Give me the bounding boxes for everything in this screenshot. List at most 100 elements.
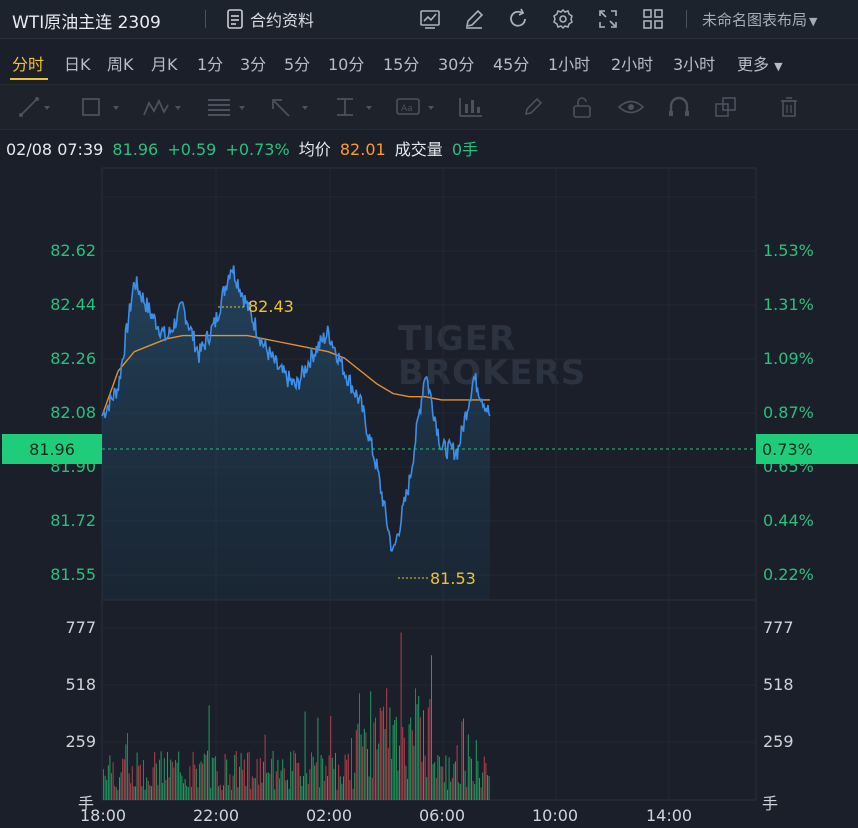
- volume-bar: [258, 784, 260, 800]
- trash-icon[interactable]: [778, 95, 800, 119]
- pen-tool-icon[interactable]: [522, 95, 546, 119]
- volume-bar: [232, 775, 234, 800]
- volume-bar: [378, 743, 380, 800]
- period-tab-intraday[interactable]: 分时: [12, 55, 45, 74]
- period-tab-30m[interactable]: 30分: [438, 55, 475, 74]
- volume-bar: [259, 758, 261, 800]
- wave-tool-icon[interactable]: [142, 95, 182, 119]
- arrow-tool-icon[interactable]: [269, 95, 309, 119]
- time-axis-label: 10:00: [532, 806, 579, 825]
- period-tab-1m[interactable]: 1分: [197, 55, 224, 74]
- period-tab-5m[interactable]: 5分: [284, 55, 311, 74]
- volume-bar: [250, 789, 252, 800]
- volume-bar: [469, 756, 471, 800]
- high-label: 82.43: [248, 297, 294, 316]
- period-tab-10m[interactable]: 10分: [328, 55, 365, 74]
- contract-info-button[interactable]: 合约资料: [226, 6, 314, 32]
- quote-change-pct: +0.73%: [225, 140, 290, 159]
- period-tab-3h[interactable]: 3小时: [673, 55, 716, 74]
- volume-bar: [485, 763, 487, 800]
- period-tab-45m[interactable]: 45分: [493, 55, 530, 74]
- volume-bar: [379, 707, 381, 800]
- edit-icon[interactable]: [462, 7, 486, 31]
- volume-bar: [103, 769, 104, 800]
- time-axis-label: 06:00: [419, 806, 466, 825]
- volume-bar: [256, 759, 258, 800]
- period-tab-more[interactable]: 更多 ▼: [737, 51, 783, 75]
- volume-bar: [245, 786, 247, 800]
- rectangle-tool-icon[interactable]: [80, 95, 120, 119]
- volume-bar: [165, 780, 167, 800]
- volume-bar: [354, 772, 356, 800]
- text-tool-icon[interactable]: Aa: [395, 95, 435, 119]
- volume-bar: [189, 766, 191, 800]
- layout-dropdown[interactable]: 未命名图表布局 ▼: [702, 9, 817, 30]
- lock-icon[interactable]: [570, 95, 594, 119]
- volume-bar: [312, 756, 314, 800]
- period-tab-3m[interactable]: 3分: [240, 55, 267, 74]
- grid-icon[interactable]: [641, 7, 665, 31]
- volume-bar: [178, 751, 180, 800]
- volume-bar: [175, 760, 176, 800]
- svg-text:Aa: Aa: [401, 104, 413, 114]
- period-tab-day[interactable]: 日K: [64, 55, 91, 74]
- price-axis-label: 82.26: [50, 349, 96, 368]
- volume-bar: [487, 775, 488, 800]
- period-tab-2h[interactable]: 2小时: [611, 55, 654, 74]
- settings-icon[interactable]: [551, 7, 575, 31]
- volume-bar: [133, 786, 135, 800]
- volume-bar: [224, 754, 226, 800]
- fib-tool-icon[interactable]: [206, 95, 246, 119]
- pct-axis-label: 0.22%: [763, 565, 814, 584]
- document-icon: [227, 9, 243, 29]
- quote-datetime: 02/08 07:39: [6, 140, 104, 159]
- chart-icon[interactable]: [418, 7, 442, 31]
- volume-bar: [120, 772, 122, 800]
- more-label: 更多: [737, 55, 770, 74]
- volume-value: 0手: [451, 140, 479, 159]
- volume-bar: [383, 706, 384, 800]
- measure-tool-icon[interactable]: [333, 95, 373, 119]
- volume-bar: [445, 755, 447, 800]
- period-tab-1h[interactable]: 1小时: [548, 55, 591, 74]
- volume-bar: [146, 777, 148, 800]
- eye-icon[interactable]: [617, 95, 645, 119]
- volume-bar: [335, 752, 336, 800]
- contract-info-label: 合约资料: [250, 11, 315, 30]
- volume-bar: [431, 655, 432, 800]
- volume-bar: [261, 782, 263, 800]
- clone-icon[interactable]: [714, 95, 740, 119]
- volume-bar: [296, 763, 298, 800]
- volume-bar: [251, 776, 253, 800]
- volume-bar: [234, 755, 236, 800]
- volume-bar: [471, 758, 472, 800]
- time-axis-label: 02:00: [306, 806, 353, 825]
- volume-bar: [423, 710, 424, 800]
- volume-bar: [184, 779, 186, 800]
- volume-bar: [282, 759, 284, 800]
- volume-bar: [437, 755, 439, 800]
- period-tab-month[interactable]: 月K: [151, 55, 178, 74]
- volume-bar: [319, 787, 320, 800]
- period-tab-week[interactable]: 周K: [107, 55, 134, 74]
- volume-bar: [375, 717, 376, 800]
- fullscreen-icon[interactable]: [596, 7, 620, 31]
- volume-bar: [346, 759, 348, 800]
- indicator-tool-icon[interactable]: [458, 95, 484, 119]
- volume-bar: [192, 751, 194, 800]
- volume-bar: [360, 734, 362, 800]
- period-tab-15m[interactable]: 15分: [383, 55, 420, 74]
- volume-bar: [416, 704, 418, 800]
- volume-bar: [304, 711, 306, 800]
- volume-bar: [264, 734, 266, 800]
- volume-bar: [288, 788, 290, 800]
- volume-bar: [344, 754, 346, 800]
- refresh-icon[interactable]: [506, 7, 530, 31]
- magnet-icon[interactable]: [667, 95, 691, 119]
- line-tool-icon[interactable]: [18, 95, 52, 119]
- volume-bar: [488, 776, 490, 800]
- active-period-indicator: [10, 78, 48, 80]
- volume-bar: [440, 766, 442, 800]
- volume-bar: [456, 745, 458, 800]
